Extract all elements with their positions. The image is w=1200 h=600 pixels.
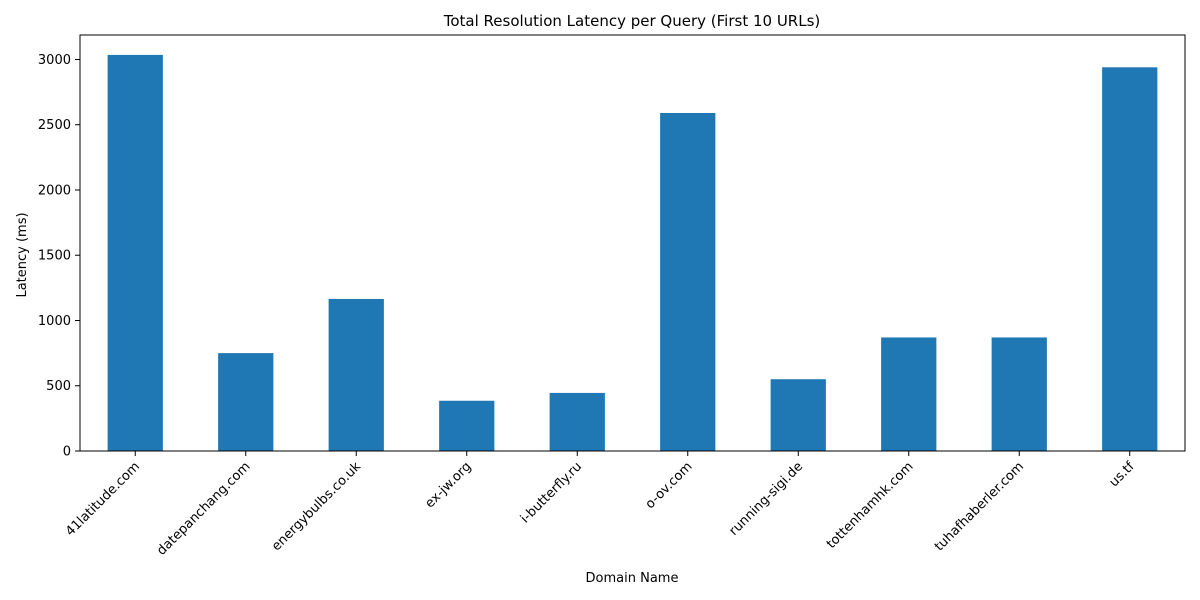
x-tick-label: us.tf xyxy=(1107,459,1138,490)
y-tick-label: 2500 xyxy=(38,118,71,133)
bar-i-butterfly.ru xyxy=(549,392,605,451)
y-tick-label: 1500 xyxy=(38,249,71,264)
bar-datepanchang.com xyxy=(218,353,274,451)
y-axis-label: Latency (ms) xyxy=(15,212,30,297)
bar-running-sigi.de xyxy=(770,379,826,451)
x-tick-label: 41latitude.com xyxy=(63,459,143,539)
y-tick-label: 3000 xyxy=(38,53,71,68)
x-tick-label: o-ov.com xyxy=(643,459,696,512)
y-tick-label: 500 xyxy=(46,379,71,394)
bar-ex-jw.org xyxy=(439,400,495,451)
bar-41latitude.com xyxy=(107,54,163,452)
x-axis-label: Domain Name xyxy=(586,571,679,586)
x-tick-label: ex-jw.org xyxy=(422,459,474,511)
bar-o-ov.com xyxy=(660,112,716,451)
y-tick-label: 2000 xyxy=(38,183,71,198)
bar-tuhafhaberler.com xyxy=(991,337,1047,451)
x-tick-label: tuhafhaberler.com xyxy=(932,459,1027,554)
x-tick-label: tottenhamhk.com xyxy=(824,459,917,552)
x-tick-label: running-sigi.de xyxy=(727,459,807,539)
y-tick-label: 1000 xyxy=(38,314,71,329)
chart-title: Total Resolution Latency per Query (Firs… xyxy=(443,12,821,30)
x-tick-label: i-butterfly.ru xyxy=(518,459,585,526)
bar-energybulbs.co.uk xyxy=(328,298,384,451)
bar-us.tf xyxy=(1102,67,1158,451)
y-tick-label: 0 xyxy=(63,445,71,460)
x-tick-label: energybulbs.co.uk xyxy=(269,459,364,554)
bar-tottenhamhk.com xyxy=(881,337,937,451)
y-axis-ticks: 0 500 1000 1500 2000 2500 3000 xyxy=(38,53,80,460)
x-axis-ticks: 41latitude.com datepanchang.com energybulb… xyxy=(63,451,1138,559)
bars-group xyxy=(107,54,1158,452)
x-tick-label: datepanchang.com xyxy=(154,459,253,558)
plot-frame xyxy=(79,34,1186,452)
